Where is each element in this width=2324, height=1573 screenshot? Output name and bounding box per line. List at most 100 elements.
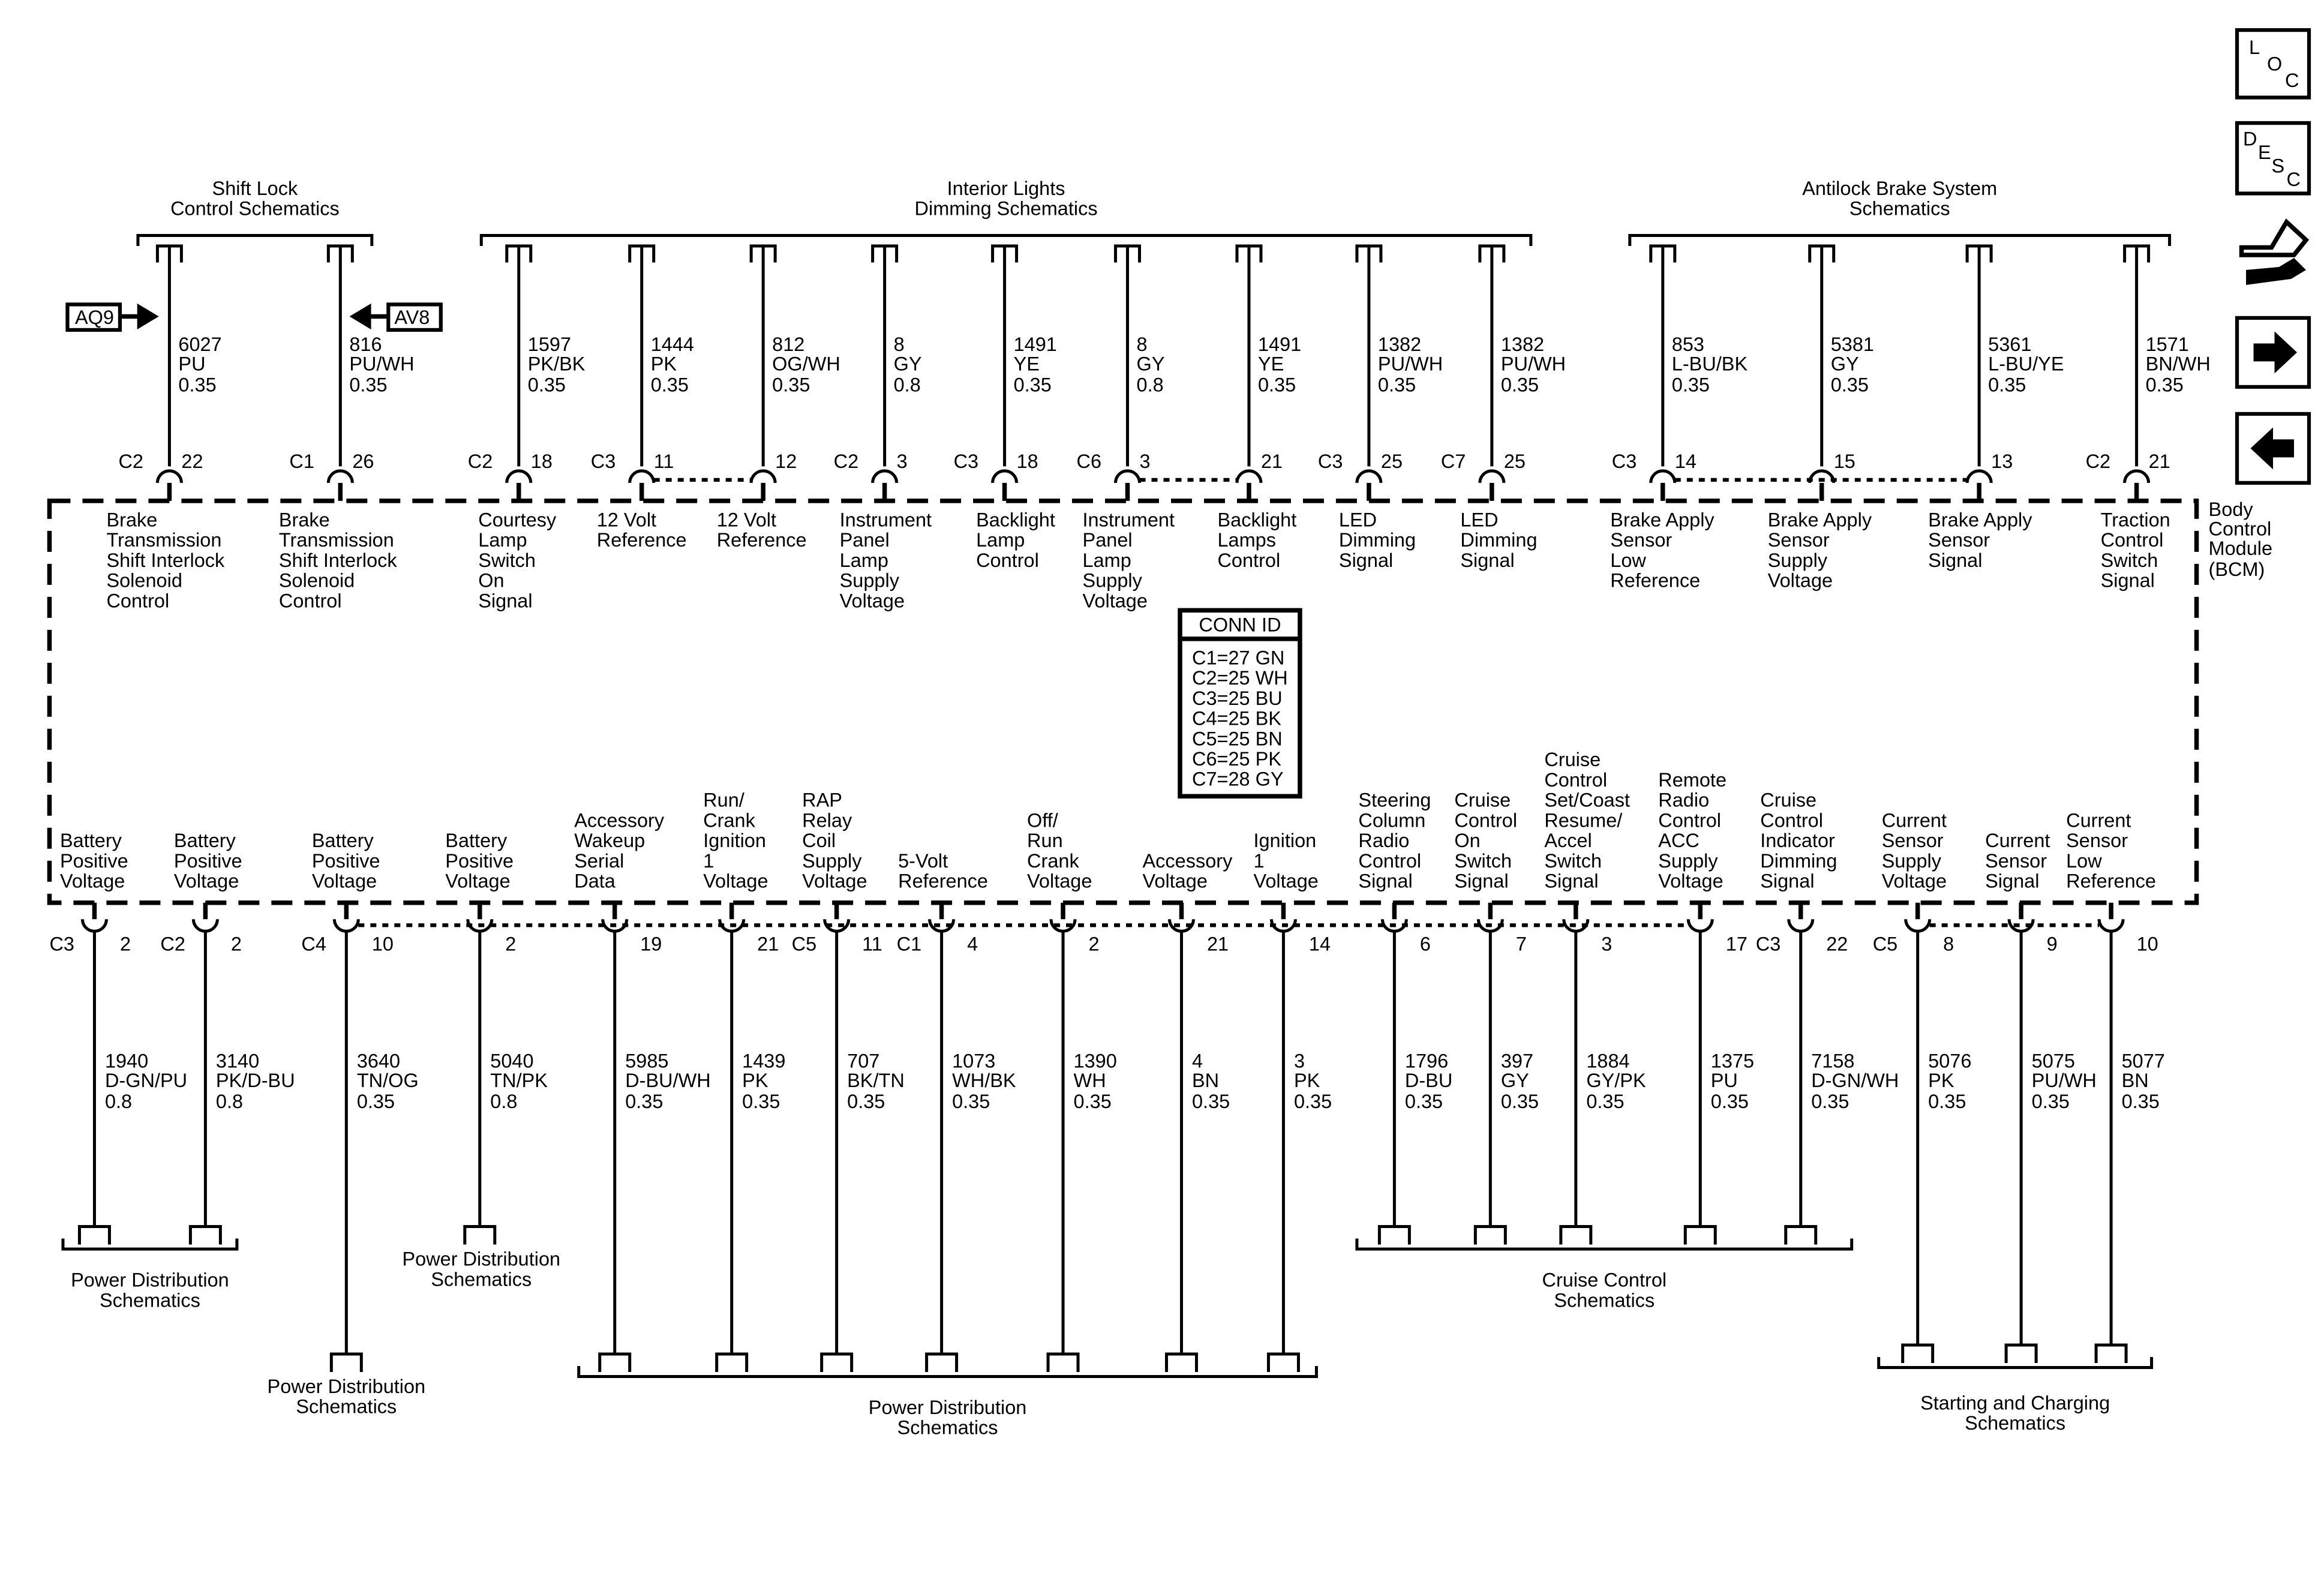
conn-id-row: C1=27 GN [1192,647,1284,668]
pin-function: ACC [1658,830,1700,851]
pin-number: 21 [1207,933,1229,955]
pin-number: 14 [1309,933,1331,955]
wire-size: 0.35 [1711,1091,1749,1112]
wire-size: 0.35 [1831,374,1869,395]
pin-function: Brake Apply [1610,509,1715,530]
pin-function: Voltage [60,870,125,892]
top-group-label: Interior Lights [947,178,1065,199]
pin-number: 17 [1726,933,1747,955]
pin-function: Signal [1460,550,1514,571]
pin-number: 21 [2149,451,2170,472]
bottom-group-label: Schematics [1554,1289,1655,1311]
pin-number: 21 [757,933,779,955]
offpage-ref-aq9[interactable]: AQ9 [65,302,159,332]
circuit-number: 1390 [1074,1050,1117,1072]
bottom-group-label: Schematics [1965,1412,2065,1434]
pin-function: Backlight [976,509,1055,530]
wire-color: D-GN/PU [105,1070,187,1091]
connector-id: C2 [2086,451,2111,472]
pin-number: 3 [1140,451,1151,472]
loc-icon[interactable]: L O C [2235,28,2311,100]
connector-id: C2 [834,451,859,472]
circuit-number: 853 [1672,334,1704,355]
bcm-label-3: Module [2209,538,2273,559]
pin-function: Control [279,590,342,611]
pin-number: 25 [1381,451,1403,472]
pin-function: Solenoid [106,570,182,592]
next-arrow-icon[interactable] [2235,316,2311,389]
wire-size: 0.35 [1258,374,1296,395]
svg-text:AV8: AV8 [394,307,430,328]
connector-id: C6 [1077,451,1102,472]
wire-size: 0.35 [1192,1091,1230,1112]
pin-function: Control [1760,809,1823,831]
circuit-number: 4 [1192,1050,1203,1072]
wire-size: 0.8 [1137,374,1164,395]
wire-color: PU [178,353,205,374]
desc-icon[interactable]: D E S C [2235,121,2311,196]
circuit-number: 816 [349,334,382,355]
wire-color: D-GN/WH [1811,1070,1899,1091]
previous-arrow-icon[interactable] [2235,412,2311,485]
pin-function: On [1454,830,1480,851]
pin-number: 14 [1675,451,1697,472]
wire-color: BN [1192,1070,1219,1091]
pin-function: Lamp [976,529,1025,551]
pin-function: Control [1217,550,1280,571]
pin-function: Control [976,550,1039,571]
pin-function: Signal [1985,870,2039,892]
wire-color: PK [651,353,677,374]
wire-size: 0.35 [1672,374,1710,395]
svg-text:C: C [2285,70,2299,91]
circuit-number: 812 [772,334,804,355]
connector-id: C2 [118,451,143,472]
offpage-ref-av8[interactable]: AV8 [349,302,443,332]
connector-wrench-icon[interactable] [2239,218,2310,285]
right-arrow-icon [119,303,159,330]
